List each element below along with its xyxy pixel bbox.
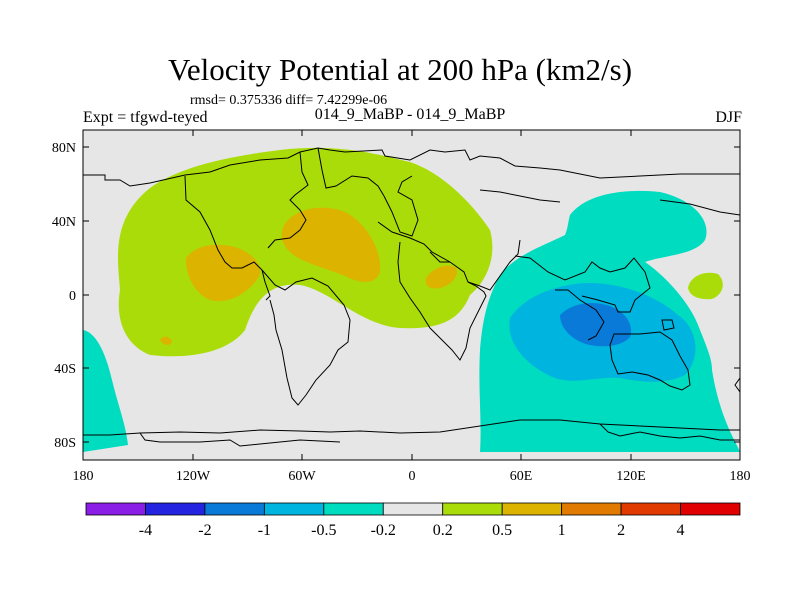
colorbar-level-label: 2: [617, 522, 625, 539]
colorbar-level-label: -0.5: [311, 522, 336, 539]
colorbar-level-label: 1: [558, 522, 566, 539]
tick-marks: [82, 130, 741, 460]
map-title: Velocity Potential at 200 hPa (km2/s): [167, 52, 633, 87]
lon-label-120e: 120E: [616, 469, 646, 484]
contour-positive-0.5-d: [160, 336, 172, 345]
case-label: 014_9_MaBP - 014_9_MaBP: [314, 106, 506, 123]
lon-label-60w: 60W: [288, 469, 316, 484]
lon-axis-labels: 180 120W 60W 0 60E 120E 180: [73, 469, 751, 484]
lon-label-120w: 120W: [176, 469, 211, 484]
colorbar-level-label: -0.2: [371, 522, 396, 539]
map-panel: [83, 130, 740, 460]
colorbar-level-label: 0.2: [433, 522, 453, 539]
contour-positive-0.5-b: [185, 244, 261, 302]
colorbar-swatch: [382, 502, 444, 516]
contour-negative-west: [83, 330, 128, 452]
colorbar-swatch: [561, 502, 622, 516]
colorbar-level-label: -1: [258, 522, 271, 539]
colorbar-swatch: [442, 502, 503, 516]
lat-label-40n: 40N: [52, 215, 76, 230]
contour-positive-0.5-c: [425, 265, 458, 289]
colorbar-level-label: 0.5: [492, 522, 512, 539]
lon-label-0: 0: [409, 469, 416, 484]
lat-label-80n: 80N: [52, 141, 76, 156]
lon-label-60e: 60E: [510, 469, 533, 484]
lon-label-180e: 180: [730, 469, 751, 484]
colorbar-level-label: -2: [198, 522, 211, 539]
lon-label-180w: 180: [73, 469, 94, 484]
colorbar-level-label: 4: [677, 522, 685, 539]
colorbar-swatch: [680, 502, 741, 516]
colorbar-swatch: [501, 502, 563, 516]
colorbar-swatch: [620, 502, 681, 516]
colorbar-swatch: [323, 502, 384, 516]
colorbar-swatch: [204, 502, 265, 516]
colorbar: -4 -2 -1 -0.5 -0.2 0.2 0.5 1 2 4: [85, 502, 741, 539]
lat-label-40s: 40S: [54, 362, 76, 377]
lat-label-80s: 80S: [54, 436, 76, 451]
season-label: DJF: [715, 109, 742, 126]
colorbar-swatch: [263, 502, 325, 516]
colorbar-swatch: [145, 502, 206, 516]
lat-axis-labels: 80N 40N 0 40S 80S: [52, 141, 76, 451]
coastlines: [83, 147, 740, 447]
colorbar-level-label: -4: [139, 522, 152, 539]
contour-positive-pacific: [688, 272, 723, 300]
contour-positive-0.5-a: [281, 207, 381, 282]
lat-label-0: 0: [69, 289, 76, 304]
stats-text: rmsd= 0.375336 diff= 7.42299e-06: [190, 93, 388, 108]
experiment-label: Expt = tfgwd-teyed: [83, 109, 208, 126]
colorbar-swatch: [85, 502, 146, 516]
